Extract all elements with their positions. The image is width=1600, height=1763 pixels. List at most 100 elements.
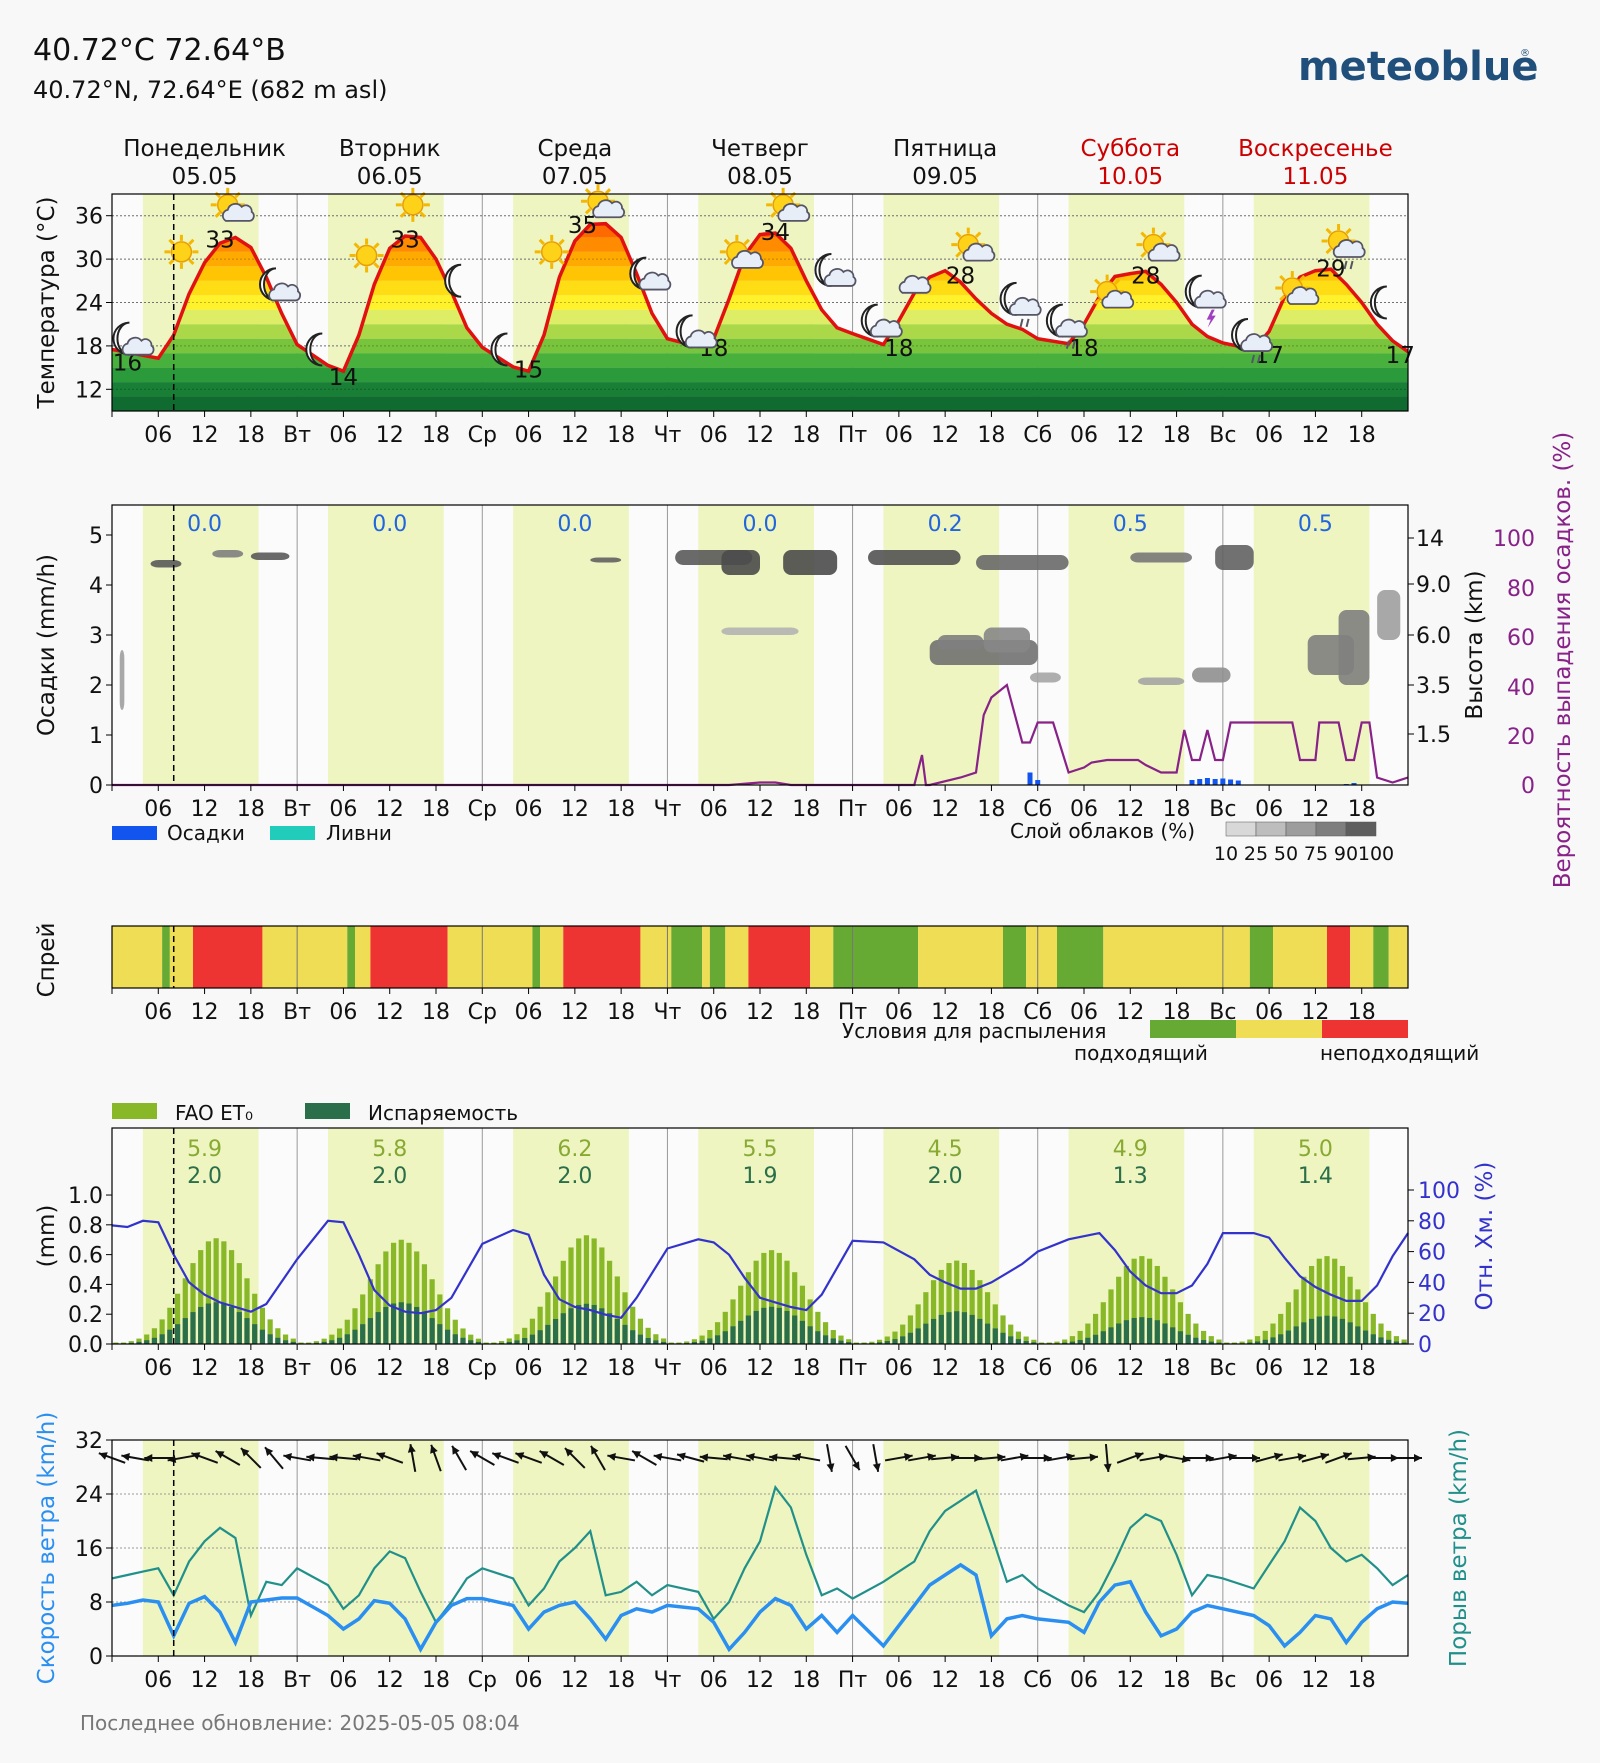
evap-bar bbox=[151, 1337, 158, 1344]
x-tick-label: Вс bbox=[1209, 1356, 1236, 1381]
day-name: Суббота bbox=[1080, 136, 1180, 162]
fao-bar bbox=[1393, 1336, 1400, 1344]
fao-bar bbox=[545, 1292, 551, 1344]
x-tick-label: 06 bbox=[1255, 797, 1283, 822]
evap-bar bbox=[1378, 1337, 1384, 1344]
fao-bar bbox=[1278, 1313, 1284, 1344]
arrow-head bbox=[1273, 1452, 1283, 1461]
evap-bar bbox=[1170, 1327, 1176, 1344]
cloud-layer bbox=[212, 550, 244, 558]
moon-cloud-icon bbox=[629, 256, 672, 291]
x-tick-label: Вт bbox=[283, 1668, 311, 1693]
x-tick-label: Пт bbox=[838, 1000, 868, 1025]
arrow-head bbox=[607, 1453, 616, 1461]
x-tick-label: Чт bbox=[653, 1356, 681, 1381]
fao-bar bbox=[992, 1304, 998, 1344]
evap-bar bbox=[244, 1318, 250, 1344]
fao-bar bbox=[282, 1334, 289, 1344]
sun-ray bbox=[419, 211, 426, 218]
x-tick-label: 12 bbox=[376, 797, 404, 822]
cloud-layer bbox=[250, 552, 290, 560]
wind-direction-arrow bbox=[1185, 1454, 1214, 1462]
x-tick-label: 18 bbox=[1348, 423, 1376, 448]
evap-bar bbox=[838, 1340, 844, 1344]
evap-bar bbox=[1108, 1327, 1114, 1344]
fao-bar bbox=[1085, 1323, 1091, 1344]
fao-bar bbox=[1285, 1302, 1292, 1344]
wind-panel: 06 12 18 Вт 06 12 18 Ср 06 12 18 Чт 06 12 18 Пт 06 12 18 Сб… bbox=[34, 1412, 1472, 1693]
sun-ray bbox=[723, 258, 731, 265]
moon-cloud-icon bbox=[259, 267, 301, 302]
cloud-scale-label: 75 bbox=[1304, 843, 1328, 865]
wind-speed-line bbox=[112, 1562, 1408, 1653]
x-tick-label: 18 bbox=[1348, 797, 1376, 822]
fao-bar bbox=[846, 1339, 852, 1344]
x-tick-label: 06 bbox=[515, 797, 543, 822]
day-name: Среда bbox=[537, 136, 612, 162]
wind-direction-arrow bbox=[121, 1453, 150, 1462]
fao-bar bbox=[1000, 1315, 1006, 1344]
evap-bar bbox=[1092, 1334, 1099, 1344]
temperature-label: 17 bbox=[1386, 343, 1415, 369]
evap-bar bbox=[367, 1318, 374, 1344]
prob-tick-label: 100 bbox=[1493, 527, 1535, 552]
sun-cloud-icon bbox=[581, 184, 625, 219]
fao-bar bbox=[1247, 1339, 1253, 1344]
precipitation-panel: 0.0 0.0 0.0 0.0 0.2 0.5 0.506 12 18 Вт 06 12 18 Ср 06 1… bbox=[34, 432, 1576, 889]
cloud-shape bbox=[870, 318, 903, 338]
fao-bar bbox=[622, 1292, 628, 1344]
humidity-tick-label: 80 bbox=[1418, 1210, 1446, 1235]
arrow-head bbox=[769, 1453, 778, 1462]
arrow-head bbox=[1103, 1463, 1112, 1472]
x-tick-label: 06 bbox=[885, 1668, 913, 1693]
evap-bar bbox=[1270, 1337, 1276, 1344]
evap-bar bbox=[1278, 1334, 1284, 1344]
evap-bar bbox=[846, 1342, 852, 1344]
daily-precip-total: 0.5 bbox=[1298, 512, 1333, 537]
wind-direction-arrow bbox=[1301, 1452, 1330, 1463]
cloud-layer bbox=[1130, 552, 1192, 563]
evap-bar bbox=[930, 1318, 937, 1344]
x-tick-label: 06 bbox=[700, 1356, 728, 1381]
daily-precip-total: 0.5 bbox=[1113, 512, 1148, 537]
wind-direction-arrow bbox=[722, 1453, 751, 1462]
fao-bar bbox=[167, 1307, 173, 1344]
sun-ray bbox=[1325, 247, 1332, 255]
evap-bar bbox=[1308, 1318, 1315, 1344]
fao-bar bbox=[645, 1327, 651, 1344]
evap-bar bbox=[591, 1304, 597, 1344]
temperature-axis-label: Температура (°C) bbox=[34, 197, 60, 410]
sun-ray bbox=[604, 188, 612, 195]
wind-direction-arrow bbox=[1000, 1453, 1029, 1462]
evap-bar bbox=[167, 1329, 173, 1344]
humidity-line bbox=[111, 1219, 1409, 1320]
y-tick-label: 2 bbox=[89, 674, 103, 699]
fao-bar bbox=[838, 1335, 844, 1344]
wind-direction-arrow bbox=[1255, 1452, 1283, 1463]
prob-tick-label: 40 bbox=[1507, 676, 1535, 701]
sun-disc bbox=[540, 241, 563, 263]
evap-bar bbox=[583, 1303, 590, 1344]
temperature-label: 29 bbox=[1316, 256, 1345, 282]
meteoblue-logo[interactable]: meteoblue bbox=[1298, 44, 1539, 90]
wind-direction-arrow bbox=[977, 1453, 1006, 1462]
x-tick-label: 12 bbox=[191, 423, 219, 448]
fao-bar bbox=[1162, 1276, 1168, 1344]
evap-bar bbox=[252, 1324, 258, 1344]
x-tick-label: 18 bbox=[237, 1356, 265, 1381]
wind-direction-arrow bbox=[539, 1450, 565, 1466]
fao-bar bbox=[977, 1280, 983, 1344]
x-tick-label: 18 bbox=[422, 1356, 450, 1381]
legend-evap-swatch bbox=[305, 1103, 350, 1119]
evap-bar bbox=[159, 1334, 165, 1344]
spray-segment bbox=[1388, 926, 1408, 988]
wind-direction-arrow bbox=[826, 1444, 835, 1472]
fao-bar bbox=[1355, 1289, 1361, 1344]
evap-bar bbox=[375, 1312, 381, 1344]
temperature-line bbox=[112, 221, 1408, 374]
x-tick-label: 18 bbox=[607, 797, 635, 822]
x-tick-label: 12 bbox=[1116, 1356, 1144, 1381]
x-tick-label: 06 bbox=[1070, 423, 1098, 448]
wind-direction-arrow bbox=[564, 1447, 586, 1469]
evap-bar bbox=[768, 1306, 775, 1344]
